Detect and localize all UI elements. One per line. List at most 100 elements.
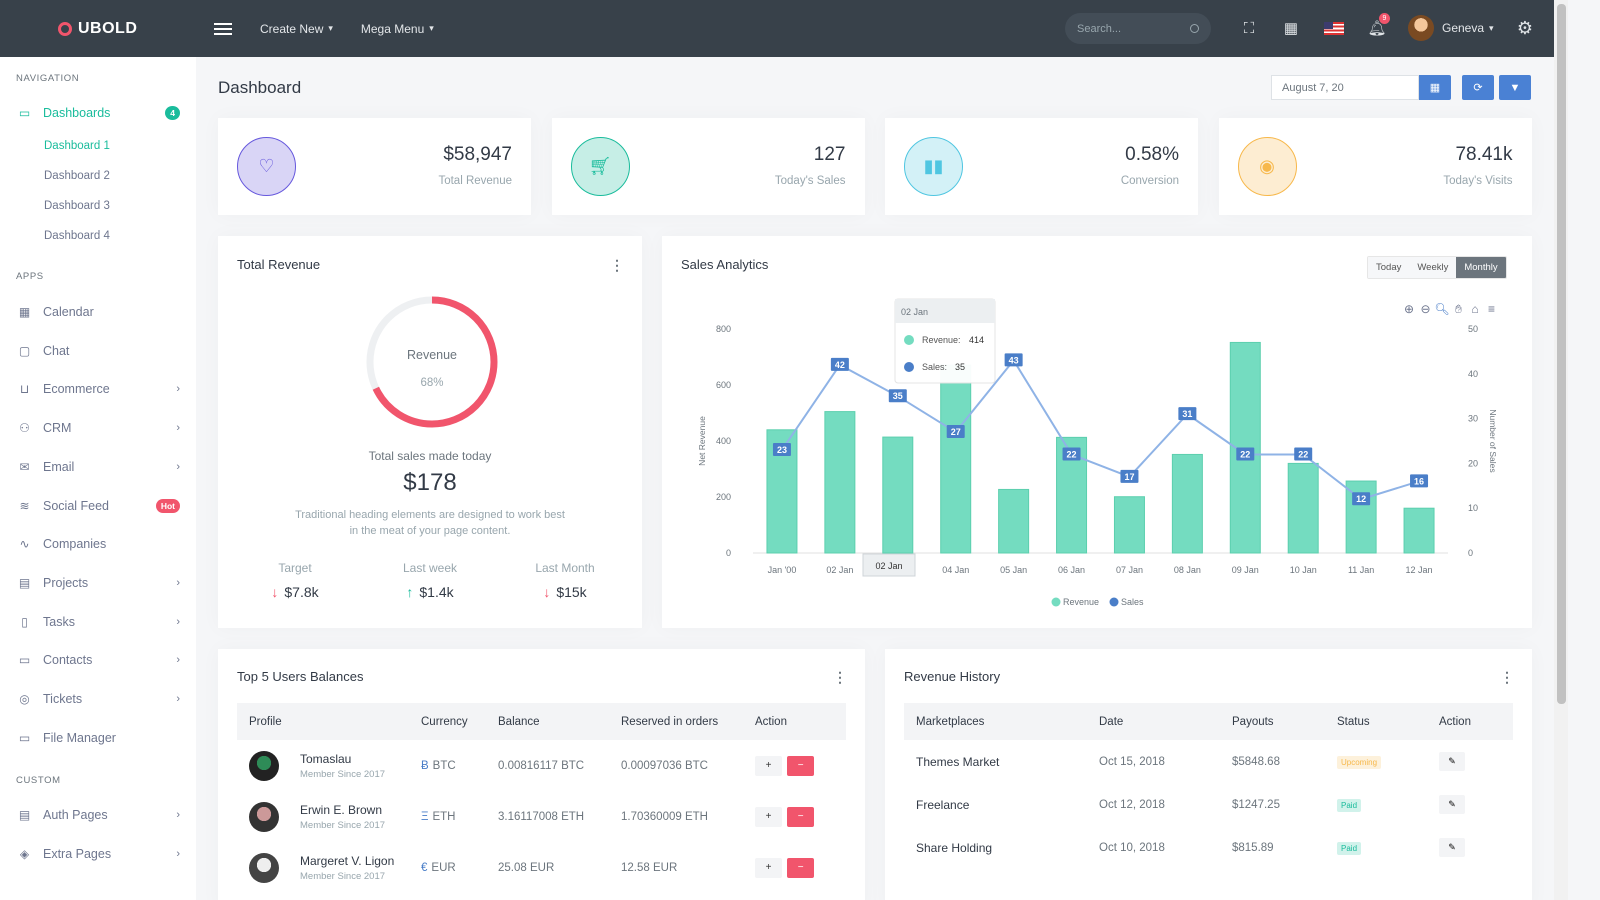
revenue-bar <box>998 488 1030 554</box>
currency: EUR <box>431 861 456 874</box>
sales-data-label: 22 <box>1240 449 1250 459</box>
legend-revenue: Revenue <box>1063 597 1099 607</box>
sales-data-label: 42 <box>835 360 845 370</box>
plus-button[interactable]: + <box>755 857 782 878</box>
search-input[interactable] <box>1077 22 1177 35</box>
sales-data-label: 23 <box>777 445 787 455</box>
sales-data-label-box <box>1352 492 1371 506</box>
legend-sales: Sales <box>1121 597 1144 607</box>
sidebar: NAVIGATION ▭ Dashboards 4 Dashboard 1 Da… <box>0 57 196 900</box>
revenue-bar <box>1113 496 1145 554</box>
page-scrollbar[interactable] <box>1554 0 1568 900</box>
brand-logo[interactable]: UBOLD <box>0 20 198 38</box>
activity-icon: ∿ <box>19 537 30 552</box>
sidebar-item-calendar[interactable]: ▦ Calendar <box>18 301 180 323</box>
zoom-select-icon[interactable]: 🔍︎ <box>1434 302 1449 316</box>
scrollbar-thumb[interactable] <box>1557 4 1566 704</box>
us-flag-icon[interactable] <box>1324 22 1344 35</box>
more-vertical-icon[interactable]: ⋮ <box>610 257 624 273</box>
sidebar-item-dashboards[interactable]: ▭ Dashboards 4 <box>18 102 180 124</box>
y2-tick-label: 40 <box>1468 369 1478 379</box>
edit-button[interactable]: ✎ <box>1439 838 1465 857</box>
more-vertical-icon[interactable]: ⋮ <box>833 669 847 685</box>
gear-icon[interactable]: ⚙ <box>1516 17 1534 38</box>
metric-label: Target <box>278 561 312 575</box>
x-tick-label: Jan '00 <box>768 565 797 575</box>
sidebar-item-companies[interactable]: ∿ Companies <box>18 533 180 555</box>
sales-data-label: 27 <box>951 427 961 437</box>
more-vertical-icon[interactable]: ⋮ <box>1500 669 1514 685</box>
sidebar-sub-dashboard-4[interactable]: Dashboard 4 <box>44 230 110 242</box>
sidebar-sub-dashboard-3[interactable]: Dashboard 3 <box>44 200 110 212</box>
sidebar-item-auth-pages[interactable]: ▤ Auth Pages › <box>18 804 180 826</box>
sidebar-item-label: Social Feed <box>43 498 110 513</box>
edit-button[interactable]: ✎ <box>1439 795 1465 814</box>
sidebar-item-ecommerce[interactable]: ⊔ Ecommerce › <box>18 378 180 400</box>
range-today-button[interactable]: Today <box>1368 257 1410 278</box>
marketplace: Share Holding <box>916 840 993 855</box>
pencil-icon: ✎ <box>1448 842 1456 852</box>
sales-data-label-box <box>1178 407 1197 421</box>
zoom-out-icon[interactable]: ⊖ <box>1420 302 1430 316</box>
sidebar-item-label: Tickets <box>43 692 83 706</box>
sidebar-item-crm[interactable]: ⚇ CRM › <box>18 417 180 439</box>
sidebar-item-extra-pages[interactable]: ◈ Extra Pages › <box>18 843 180 865</box>
range-weekly-button[interactable]: Weekly <box>1409 257 1457 278</box>
user-menu[interactable]: Geneva ▾ <box>1408 15 1494 41</box>
table-row: Share Holding Oct 10, 2018 $815.89 Paid ✎ <box>904 826 1513 869</box>
calendar-button[interactable]: ▦ <box>1419 75 1451 100</box>
payout: $5848.68 <box>1232 755 1280 768</box>
create-new-menu[interactable]: Create New ▾ <box>260 22 333 36</box>
legend-sales-marker <box>1109 597 1119 607</box>
minus-button[interactable]: − <box>787 857 815 878</box>
sidebar-item-chat[interactable]: ▢ Chat <box>18 340 180 362</box>
apps-grid-icon[interactable]: ▦ <box>1283 20 1299 37</box>
plus-button[interactable]: + <box>755 755 782 776</box>
sidebar-item-contacts[interactable]: ▭ Contacts › <box>18 649 180 671</box>
status-badge: Paid <box>1337 798 1362 812</box>
mega-menu[interactable]: Mega Menu ▾ <box>361 22 434 36</box>
col-payouts: Payouts <box>1232 703 1337 740</box>
tooltip-revenue-dot <box>904 335 914 345</box>
sidebar-sub-dashboard-2[interactable]: Dashboard 2 <box>44 170 110 182</box>
fullscreen-icon[interactable]: ⛶ <box>1243 19 1255 37</box>
menu-toggle-button[interactable] <box>214 20 232 38</box>
chart-menu-icon[interactable]: ≡ <box>1488 302 1495 316</box>
table-row: Margeret V. Ligon Member Since 2017 € EUR 25… <box>237 842 846 893</box>
sidebar-item-social-feed[interactable]: ≋ Social Feed Hot <box>18 495 180 517</box>
refresh-button[interactable]: ⟳ <box>1462 75 1494 100</box>
sidebar-item-tickets[interactable]: ◎ Tickets › <box>18 688 180 710</box>
card-title: Sales Analytics <box>681 257 769 272</box>
y-tick-label: 400 <box>716 436 731 446</box>
revenue-bar <box>882 436 914 554</box>
home-icon[interactable]: ⌂ <box>1471 302 1478 316</box>
x-tick-label: 11 Jan <box>1348 565 1374 575</box>
range-monthly-button[interactable]: Monthly <box>1456 257 1506 278</box>
col-reserved: Reserved in orders <box>621 703 755 740</box>
monitor-icon: ▭ <box>18 106 31 120</box>
chevron-down-icon: ▾ <box>1489 22 1494 33</box>
edit-button[interactable]: ✎ <box>1439 752 1465 771</box>
minus-button[interactable]: − <box>787 806 815 827</box>
sidebar-item-label: Calendar <box>43 305 94 319</box>
sidebar-item-email[interactable]: ✉ Email › <box>18 456 180 478</box>
pan-icon[interactable]: ✋︎ <box>1455 302 1462 316</box>
briefcase-icon: ▤ <box>18 575 31 590</box>
plus-button[interactable]: + <box>755 806 782 827</box>
brand-name: UBOLD <box>78 19 138 37</box>
date-picker-input[interactable]: August 7, 20 <box>1271 75 1419 100</box>
zoom-in-icon[interactable]: ⊕ <box>1404 302 1414 316</box>
col-status: Status <box>1337 703 1439 740</box>
avatar <box>249 852 279 883</box>
filter-button[interactable]: ▼ <box>1499 75 1531 100</box>
sidebar-item-label: Email <box>43 459 75 474</box>
sidebar-item-file-manager[interactable]: ▭ File Manager <box>18 727 180 749</box>
bell-icon[interactable]: 🔔︎ <box>1367 20 1387 37</box>
minus-button[interactable]: − <box>787 755 815 776</box>
sidebar-sub-dashboard-1[interactable]: Dashboard 1 <box>44 140 110 152</box>
donut-label: Revenue <box>407 348 457 362</box>
sidebar-item-projects[interactable]: ▤ Projects › <box>18 572 180 594</box>
search-icon[interactable] <box>1190 24 1199 33</box>
sales-desc-2: in the meat of your page content. <box>349 525 511 537</box>
sidebar-item-tasks[interactable]: ▯ Tasks › <box>18 611 180 633</box>
